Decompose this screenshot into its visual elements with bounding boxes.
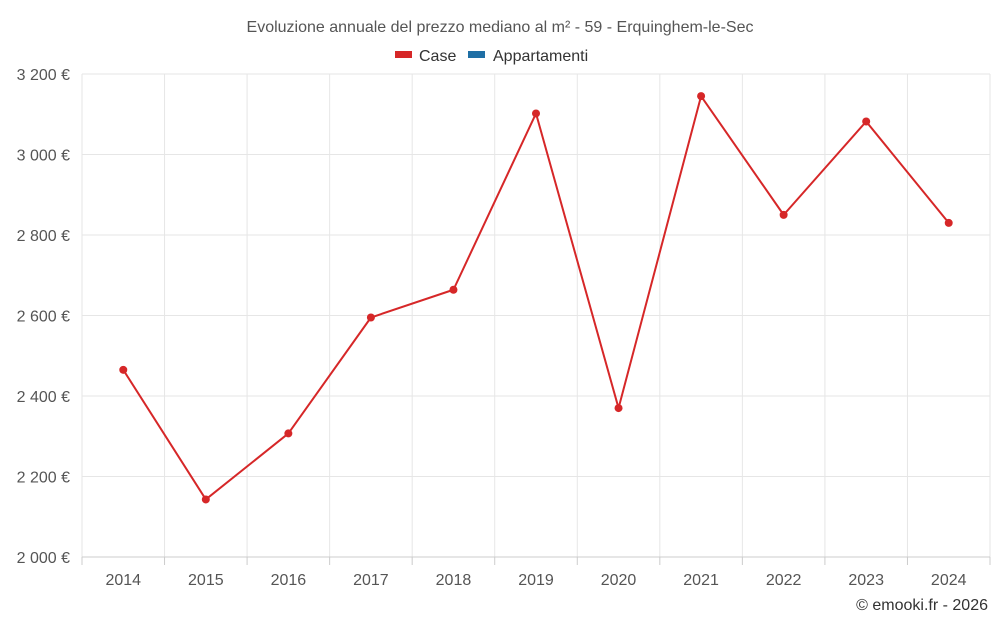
x-tick-label: 2019 [518,572,554,589]
y-tick-label: 2 600 € [17,309,70,326]
x-tick-label: 2018 [436,572,472,589]
y-axis-tick-labels: 2 000 € 2 200 € 2 400 € 2 600 € 2 800 € 3 000… [17,67,70,567]
data-point[interactable] [284,429,293,438]
legend-swatch-case [395,51,412,58]
legend-label-case: Case [419,48,456,65]
data-point[interactable] [449,285,458,294]
x-tick-label: 2020 [601,572,637,589]
x-tick-label: 2023 [848,572,884,589]
x-tick-label: 2016 [271,572,307,589]
y-tick-label: 2 400 € [17,389,70,406]
x-tick-label: 2022 [766,572,802,589]
x-tick-label: 2024 [931,572,967,589]
axes [81,556,991,565]
chart-title: Evoluzione annuale del prezzo mediano al… [247,19,754,36]
data-point[interactable] [119,365,128,374]
data-point[interactable] [532,109,540,118]
data-point[interactable] [697,92,706,101]
y-tick-label: 3 200 € [17,67,70,84]
data-point[interactable] [201,495,210,504]
data-point[interactable] [944,218,953,227]
y-tick-label: 2 000 € [17,550,70,567]
series-layer [119,92,953,504]
y-tick-label: 2 800 € [17,228,70,245]
legend-item-case[interactable]: Case [395,48,456,65]
data-point[interactable] [614,404,623,413]
data-point[interactable] [366,313,375,322]
x-tick-label: 2014 [105,572,141,589]
x-tick-label: 2015 [188,572,224,589]
x-tick-label: 2017 [353,572,389,589]
x-tick-label: 2021 [683,572,719,589]
legend-item-appartamenti[interactable]: Appartamenti [468,48,588,65]
data-point[interactable] [779,210,788,219]
legend-label-appartamenti: Appartamenti [493,48,588,65]
credit-text: © emooki.fr - 2026 [856,597,988,614]
data-point[interactable] [862,117,871,126]
legend-swatch-appartamenti [468,51,485,58]
gridlines [81,73,991,557]
y-tick-label: 2 200 € [17,470,70,487]
y-tick-label: 3 000 € [17,148,70,165]
legend: Case Appartamenti [395,48,588,65]
x-axis-tick-labels: 2014 2015 2016 2017 2018 2019 2020 2021 2022 2023… [105,572,966,589]
